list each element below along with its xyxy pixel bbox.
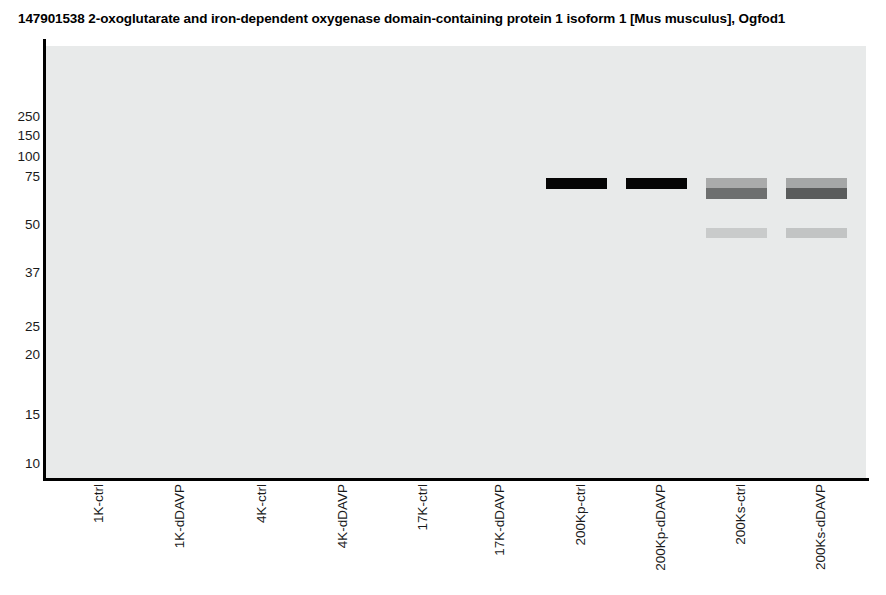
mw-tick-label-100: 100 <box>0 149 40 165</box>
lane-label-200Ks-ctrl: 200Ks-ctrl <box>733 484 749 545</box>
protein-band-200Kp-dDAVP-71kda <box>626 178 687 189</box>
figure-title: 147901538 2-oxoglutarate and iron-depend… <box>18 11 785 26</box>
protein-band-200Ks-dDAVP-67kda <box>786 188 847 199</box>
x-axis-line <box>43 478 869 481</box>
y-axis-line <box>43 39 46 481</box>
mw-tick-label-20: 20 <box>0 347 40 363</box>
protein-band-200Ks-dDAVP-71kda <box>786 178 847 188</box>
lane-label-200Kp-ctrl: 200Kp-ctrl <box>573 484 589 546</box>
lane-label-200Kp-dDAVP: 200Kp-dDAVP <box>653 484 669 571</box>
virtual-western-blot-figure: 147901538 2-oxoglutarate and iron-depend… <box>0 0 886 595</box>
mw-tick-label-250: 250 <box>0 109 40 125</box>
protein-band-200Ks-ctrl-67kda <box>706 188 767 199</box>
lane-label-17K-ctrl: 17K-ctrl <box>415 484 431 531</box>
lane-label-4K-dDAVP: 4K-dDAVP <box>335 484 351 548</box>
mw-tick-label-37: 37 <box>0 265 40 281</box>
lane-label-1K-dDAVP: 1K-dDAVP <box>172 484 188 548</box>
mw-tick-label-25: 25 <box>0 319 40 335</box>
protein-band-200Ks-ctrl-71kda <box>706 178 767 188</box>
mw-tick-label-10: 10 <box>0 456 40 472</box>
mw-tick-label-50: 50 <box>0 217 40 233</box>
lane-label-17K-dDAVP: 17K-dDAVP <box>492 484 508 556</box>
lane-label-1K-ctrl: 1K-ctrl <box>91 484 107 523</box>
protein-band-200Ks-ctrl-47kda <box>706 228 767 238</box>
mw-tick-label-150: 150 <box>0 128 40 144</box>
mw-tick-label-15: 15 <box>0 407 40 423</box>
lane-label-4K-ctrl: 4K-ctrl <box>254 484 270 523</box>
protein-band-200Kp-ctrl-71kda <box>546 178 607 189</box>
mw-tick-label-75: 75 <box>0 169 40 185</box>
lane-label-200Ks-dDAVP: 200Ks-dDAVP <box>813 484 829 570</box>
protein-band-200Ks-dDAVP-47kda <box>786 228 847 238</box>
gel-plot-area <box>46 46 866 478</box>
